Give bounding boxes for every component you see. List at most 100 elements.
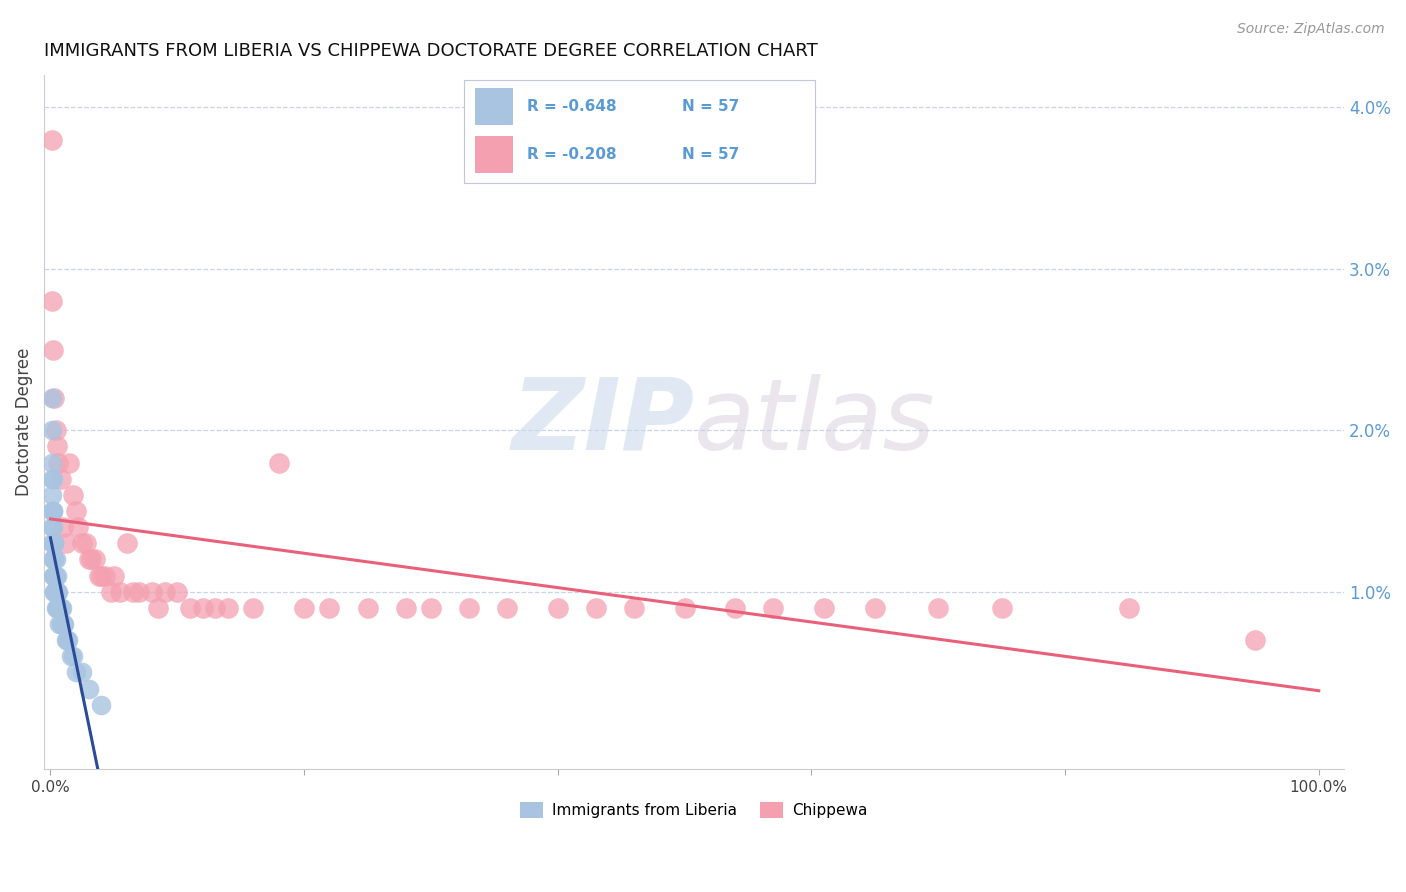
Point — [1244, 633, 1267, 648]
Text: R = -0.648: R = -0.648 — [527, 99, 617, 114]
Point — [44, 584, 66, 599]
Point — [153, 584, 176, 599]
Point — [44, 568, 66, 582]
Point — [62, 649, 84, 664]
Text: R = -0.208: R = -0.208 — [527, 146, 617, 161]
Point — [41, 504, 63, 518]
Point — [724, 600, 747, 615]
Point — [166, 584, 188, 599]
Point — [217, 600, 239, 615]
Point — [94, 568, 117, 582]
Point — [458, 600, 481, 615]
Point — [927, 600, 949, 615]
Point — [41, 456, 63, 470]
Point — [41, 536, 63, 550]
Point — [990, 600, 1012, 615]
Point — [87, 568, 110, 582]
Point — [394, 600, 416, 615]
Point — [45, 600, 67, 615]
Point — [55, 536, 77, 550]
Point — [42, 536, 65, 550]
Point — [41, 423, 63, 437]
Point — [45, 568, 67, 582]
Point — [44, 584, 66, 599]
Point — [41, 133, 63, 147]
Point — [41, 520, 63, 534]
Point — [108, 584, 131, 599]
Point — [42, 472, 65, 486]
Point — [55, 633, 77, 648]
Text: N = 57: N = 57 — [682, 146, 740, 161]
Point — [46, 584, 69, 599]
Point — [356, 600, 378, 615]
Point — [48, 617, 70, 632]
Point — [242, 600, 264, 615]
Point — [75, 536, 97, 550]
Point — [52, 617, 75, 632]
Point — [100, 584, 122, 599]
Point — [45, 600, 67, 615]
Text: Source: ZipAtlas.com: Source: ZipAtlas.com — [1237, 22, 1385, 37]
Point — [44, 568, 66, 582]
Y-axis label: Doctorate Degree: Doctorate Degree — [15, 348, 32, 497]
Point — [141, 584, 163, 599]
Point — [83, 552, 105, 566]
Point — [49, 472, 72, 486]
Text: ZIP: ZIP — [512, 374, 695, 471]
Point — [496, 600, 519, 615]
Point — [42, 552, 65, 566]
FancyBboxPatch shape — [475, 88, 513, 126]
Point — [62, 488, 84, 502]
Point — [45, 584, 67, 599]
Point — [420, 600, 443, 615]
Point — [318, 600, 340, 615]
Point — [70, 665, 93, 680]
Point — [42, 552, 65, 566]
Point — [59, 649, 82, 664]
Point — [65, 665, 87, 680]
Point — [49, 600, 72, 615]
Point — [58, 633, 80, 648]
Point — [42, 504, 65, 518]
Point — [122, 584, 145, 599]
Point — [41, 391, 63, 405]
Point — [90, 698, 112, 712]
Point — [77, 552, 100, 566]
Point — [115, 536, 138, 550]
Point — [42, 520, 65, 534]
Text: IMMIGRANTS FROM LIBERIA VS CHIPPEWA DOCTORATE DEGREE CORRELATION CHART: IMMIGRANTS FROM LIBERIA VS CHIPPEWA DOCT… — [44, 42, 818, 60]
Point — [65, 504, 87, 518]
Point — [547, 600, 569, 615]
Point — [48, 600, 70, 615]
Point — [204, 600, 226, 615]
Point — [42, 504, 65, 518]
Point — [44, 391, 66, 405]
Point — [90, 568, 112, 582]
Point — [128, 584, 150, 599]
Point — [67, 520, 90, 534]
Point — [46, 600, 69, 615]
Point — [44, 600, 66, 615]
Point — [51, 617, 73, 632]
Point — [191, 600, 214, 615]
Legend: Immigrants from Liberia, Chippewa: Immigrants from Liberia, Chippewa — [515, 796, 875, 824]
Point — [45, 584, 67, 599]
Point — [80, 552, 103, 566]
Point — [48, 600, 70, 615]
Point — [70, 536, 93, 550]
Point — [623, 600, 645, 615]
Point — [58, 456, 80, 470]
Point — [52, 520, 75, 534]
Point — [762, 600, 785, 615]
Point — [42, 536, 65, 550]
Text: N = 57: N = 57 — [682, 99, 740, 114]
Point — [44, 423, 66, 437]
Point — [585, 600, 607, 615]
Point — [44, 536, 66, 550]
Point — [148, 600, 170, 615]
Point — [45, 440, 67, 454]
Point — [44, 568, 66, 582]
Point — [46, 600, 69, 615]
Point — [44, 584, 66, 599]
Point — [46, 456, 69, 470]
